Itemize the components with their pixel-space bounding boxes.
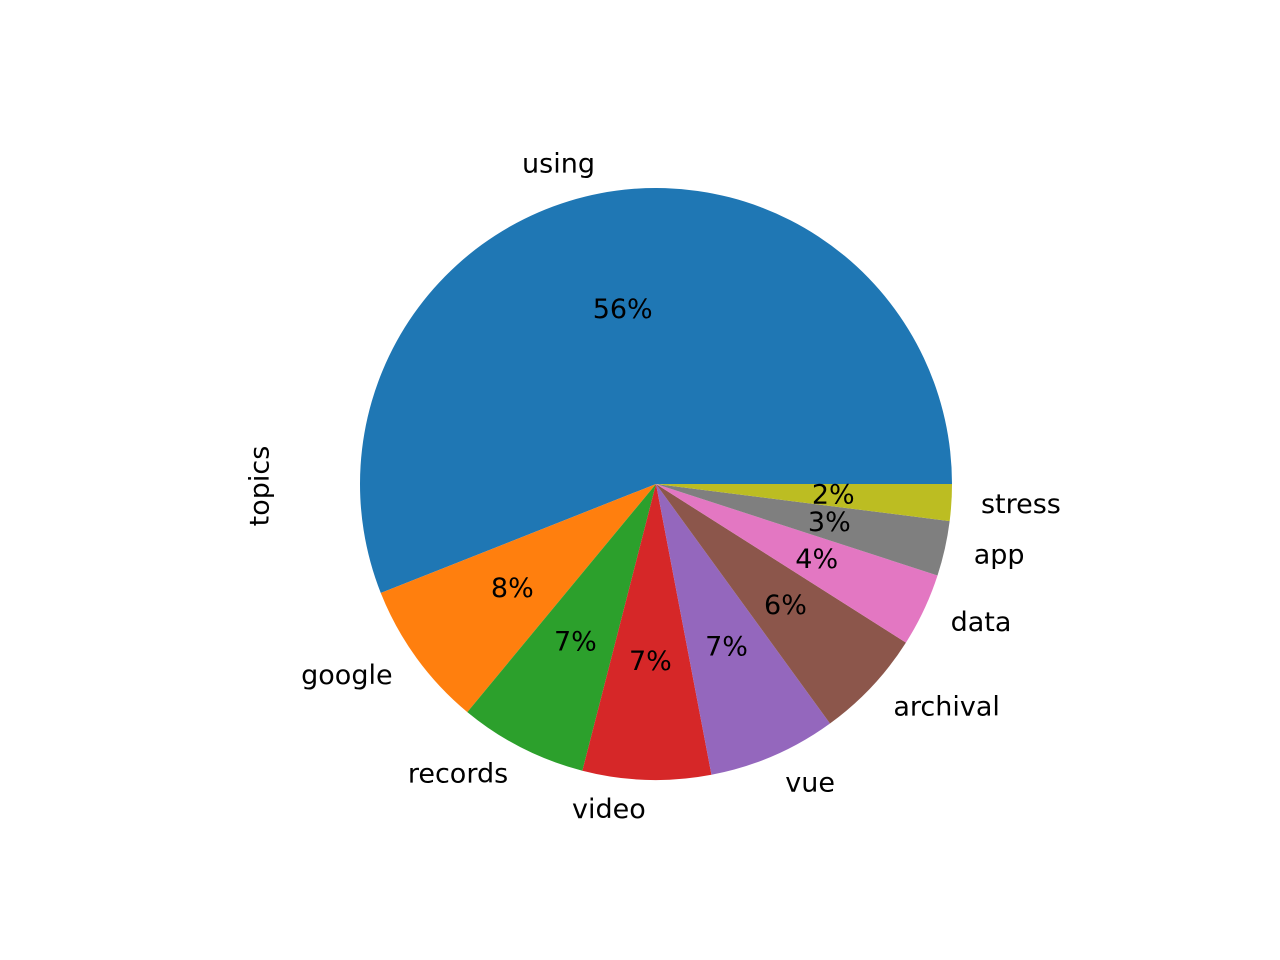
pie-category-label: vue [785, 767, 835, 798]
pie-slice-vue [656, 484, 830, 775]
pie-category-label: archival [893, 691, 1000, 722]
pie-percent-labels: 56% 8% 7% 7% 7% 6% 4% 3%2% [491, 294, 855, 677]
pie-percent-label: 56% [593, 294, 653, 325]
pie-category-label: stress [981, 489, 1061, 520]
pie-category-label: using [522, 149, 595, 180]
pie-slice-data [656, 484, 938, 643]
pie-slice-app [656, 484, 950, 576]
pie-slices [360, 188, 953, 780]
pie-category-label: app [974, 540, 1025, 571]
pie-slice-using [360, 188, 953, 593]
pie-slice-stress [656, 484, 952, 522]
pie-category-label: records [408, 759, 508, 790]
pie-slice-google [380, 484, 656, 713]
pie-slice-video [582, 484, 712, 780]
pie-category-label: video [572, 794, 646, 825]
pie-percent-label: 2% [812, 480, 855, 511]
pie-percent-label: 7% [554, 627, 597, 658]
pie-percent-label: 7% [705, 631, 748, 662]
y-axis-label: topics [245, 446, 276, 527]
pie-percent-label: 3% [808, 507, 851, 538]
pie-category-label: data [951, 607, 1012, 638]
pie-percent-label: 7% [629, 646, 672, 677]
pie-percent-label: 4% [795, 544, 838, 575]
pie-category-labels: using google records video vue archival data ap… [301, 149, 1061, 825]
pie-percent-label: 8% [491, 573, 534, 604]
pie-slice-records [467, 484, 656, 771]
pie-slice-archival [656, 484, 906, 724]
pie-category-label: google [301, 660, 392, 691]
pie-percent-label: 6% [764, 590, 807, 621]
